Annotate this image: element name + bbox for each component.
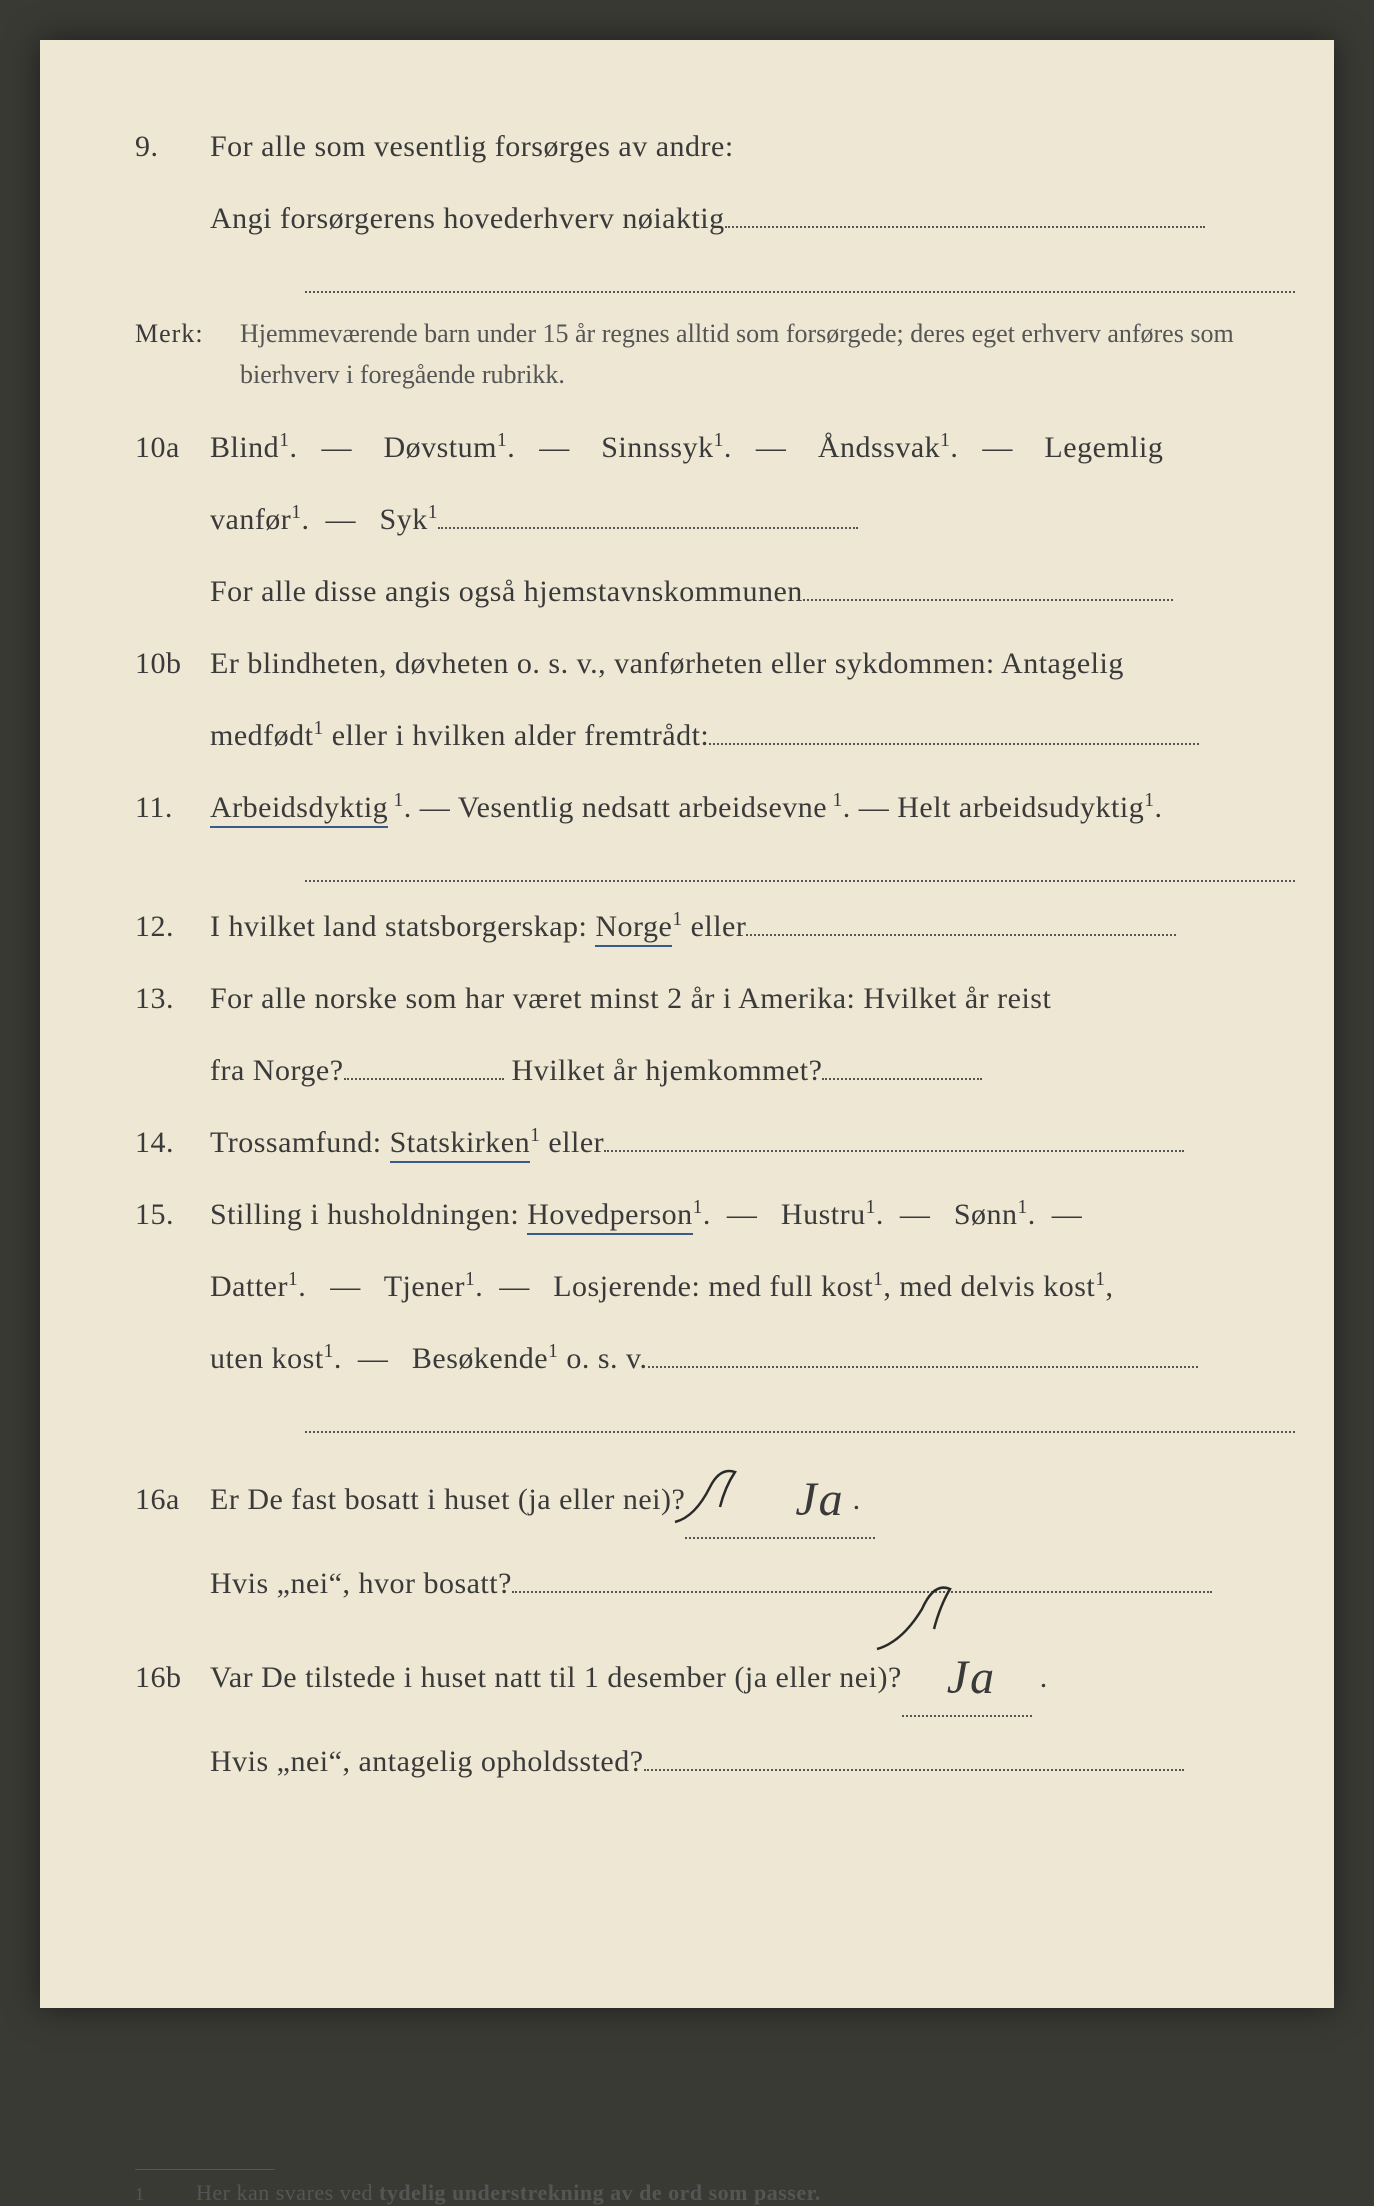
- note-text: Hjemmeværende barn under 15 år regnes al…: [240, 313, 1264, 396]
- note-label: Merk:: [135, 313, 240, 396]
- q10a-opt6: vanfør: [210, 503, 291, 536]
- question-16b: 16b Var De tilstede i huset natt til 1 d…: [135, 1629, 1264, 1717]
- footnote-number: 1: [135, 2184, 190, 2205]
- q15-opt5: Tjener: [384, 1270, 465, 1303]
- q12-opt1: Norge: [595, 910, 672, 947]
- q15-opt2: Hustru: [781, 1198, 866, 1231]
- q10b-blank: [709, 743, 1199, 745]
- q14-blank: [604, 1150, 1184, 1152]
- q10a-opt3: Sinnssyk: [601, 431, 713, 464]
- q9-blank: [725, 226, 1205, 228]
- q10b-number: 10b: [135, 637, 210, 691]
- q15-opt1: Hovedperson: [527, 1198, 692, 1235]
- q12-text-a: I hvilket land statsborgerskap:: [210, 910, 595, 943]
- q10b-line2: medfødt1 eller i hvilken alder fremtrådt…: [135, 709, 1264, 763]
- q9-blank-line: [305, 264, 1295, 293]
- q9-line1: For alle som vesentlig forsørges av andr…: [210, 120, 1264, 174]
- q10a-blank: [438, 527, 858, 529]
- q10a-opt1: Blind: [210, 431, 279, 464]
- q10a-opt4: Åndssvak: [818, 431, 940, 464]
- q12-number: 12.: [135, 900, 210, 954]
- q13-line2: fra Norge? Hvilket år hjemkommet?: [135, 1044, 1264, 1098]
- q10a-line3-text: For alle disse angis også hjemstavnskomm…: [210, 575, 803, 608]
- q10a-line3: For alle disse angis også hjemstavnskomm…: [135, 565, 1264, 619]
- q15-text-a: Stilling i husholdningen:: [210, 1198, 527, 1231]
- q10a-line2: vanfør1. — Syk1: [135, 493, 1264, 547]
- q13-number: 13.: [135, 972, 210, 1026]
- q15-blank-line: [305, 1404, 1295, 1433]
- q15-opt3: Sønn: [954, 1198, 1018, 1231]
- q12-text-b: eller: [683, 910, 747, 943]
- q15-line3: uten kost1. — Besøkende1 o. s. v.: [135, 1332, 1264, 1386]
- question-14: 14. Trossamfund: Statskirken1 eller: [135, 1116, 1264, 1170]
- note-row: Merk: Hjemmeværende barn under 15 år reg…: [135, 313, 1264, 396]
- q13-text-a: For alle norske som har været minst 2 år…: [210, 972, 1264, 1026]
- footnote: 1 Her kan svares ved tydelig understrekn…: [135, 2180, 1264, 2206]
- q16b-answer-blank: Ja: [902, 1629, 1032, 1717]
- q16a-line2: Hvis „nei“, hvor bosatt?: [135, 1557, 1264, 1611]
- q10b-text-a: Er blindheten, døvheten o. s. v., vanfør…: [210, 637, 1264, 691]
- q10a-number: 10a: [135, 421, 210, 475]
- q15-text-c: , med delvis kost: [883, 1270, 1095, 1303]
- q16b-line2: Hvis „nei“, antagelig opholdssted?: [135, 1735, 1264, 1789]
- question-9: 9. For alle som vesentlig forsørges av a…: [135, 120, 1264, 174]
- question-10b: 10b Er blindheten, døvheten o. s. v., va…: [135, 637, 1264, 691]
- q15-text-d: uten kost: [210, 1342, 324, 1375]
- q10b-text-b: medfødt: [210, 719, 313, 752]
- q11-number: 11.: [135, 781, 210, 835]
- q10a-blank2: [803, 599, 1173, 601]
- handwriting-flourish-icon: [685, 1472, 765, 1532]
- q14-text-b: eller: [540, 1126, 604, 1159]
- q10a-opt5: Legemlig: [1044, 431, 1163, 464]
- question-10a: 10a Blind1. — Døvstum1. — Sinnssyk1. — Å…: [135, 421, 1264, 475]
- question-12: 12. I hvilket land statsborgerskap: Norg…: [135, 900, 1264, 954]
- q15-text-e: Besøkende: [412, 1342, 548, 1375]
- q11-blank-line: [305, 853, 1295, 882]
- q13-blank1: [344, 1078, 504, 1080]
- q15-text-b: Losjerende: med full kost: [553, 1270, 873, 1303]
- q10a-opt7: Syk: [380, 503, 428, 536]
- q16b-number: 16b: [135, 1651, 210, 1705]
- q16b-answer: Ja: [947, 1635, 996, 1721]
- q15-blank: [648, 1366, 1198, 1368]
- q11-opt1: Arbeidsdyktig: [210, 791, 388, 828]
- q15-text-f: o. s. v.: [558, 1342, 647, 1375]
- q15-opt4: Datter: [210, 1270, 288, 1303]
- q14-number: 14.: [135, 1116, 210, 1170]
- q16b-text-b: Hvis „nei“, antagelig opholdssted?: [210, 1745, 644, 1778]
- q15-number: 15.: [135, 1188, 210, 1242]
- q13-text-c: Hvilket år hjemkommet?: [504, 1054, 823, 1087]
- q13-text-b: fra Norge?: [210, 1054, 344, 1087]
- q14-opt1: Statskirken: [390, 1126, 531, 1163]
- q11-opt3: — Helt arbeidsudyktig: [851, 791, 1144, 824]
- q16a-text-b: Hvis „nei“, hvor bosatt?: [210, 1567, 512, 1600]
- q11-mid: — Vesentlig nedsatt arbeidsevne: [412, 791, 827, 824]
- q9-number: 9.: [135, 120, 210, 174]
- q14-text-a: Trossamfund:: [210, 1126, 390, 1159]
- question-13: 13. For alle norske som har været minst …: [135, 972, 1264, 1026]
- q16b-blank: [644, 1769, 1184, 1771]
- footnote-rule: [135, 2169, 275, 2170]
- question-15: 15. Stilling i husholdningen: Hovedperso…: [135, 1188, 1264, 1242]
- q12-blank: [746, 934, 1176, 936]
- q9-line2-text: Angi forsørgerens hovederhverv nøiaktig: [210, 202, 725, 235]
- q16a-blank: [512, 1591, 1212, 1593]
- q10a-opt2: Døvstum: [383, 431, 497, 464]
- q15-line2: Datter1. — Tjener1. — Losjerende: med fu…: [135, 1260, 1264, 1314]
- question-11: 11. Arbeidsdyktig 1. — Vesentlig nedsatt…: [135, 781, 1264, 835]
- document-page: 9. For alle som vesentlig forsørges av a…: [40, 40, 1334, 2008]
- q16b-text-a: Var De tilstede i huset natt til 1 desem…: [210, 1661, 902, 1694]
- q16a-answer-blank: Ja .: [685, 1451, 875, 1539]
- q13-blank2: [822, 1078, 982, 1080]
- q16a-answer: Ja: [795, 1457, 844, 1543]
- q16a-number: 16a: [135, 1473, 210, 1527]
- question-16a: 16a Er De fast bosatt i huset (ja eller …: [135, 1451, 1264, 1539]
- q9-line2: Angi forsørgerens hovederhverv nøiaktig: [135, 192, 1264, 246]
- q10b-text-c: eller i hvilken alder fremtrådt:: [324, 719, 710, 752]
- q16a-text-a: Er De fast bosatt i huset (ja eller nei)…: [210, 1483, 685, 1516]
